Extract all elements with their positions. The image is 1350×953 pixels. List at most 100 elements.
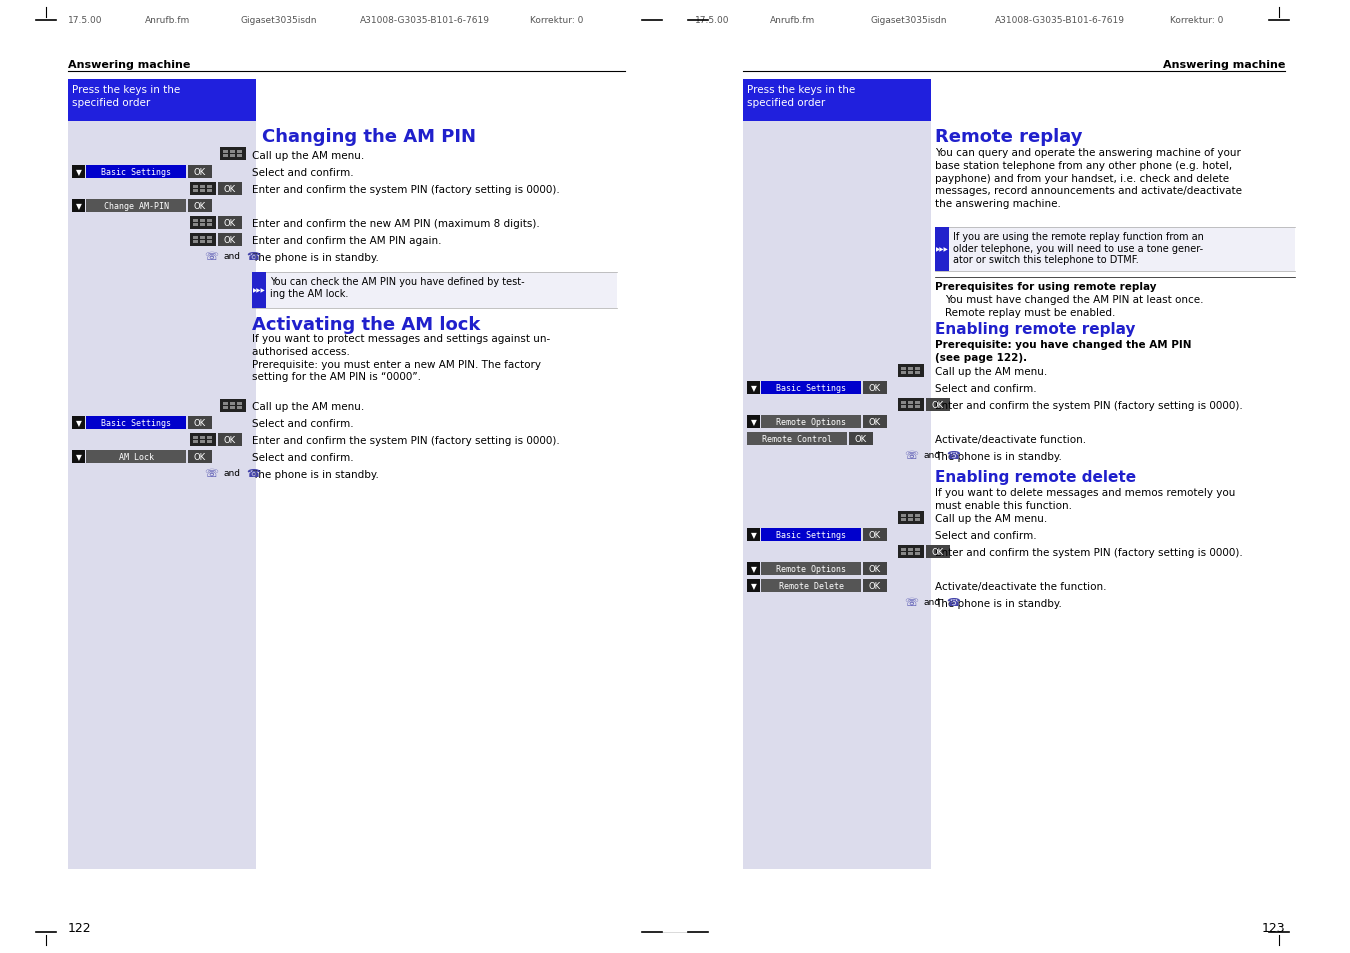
Text: ▼: ▼	[751, 384, 756, 393]
Text: and: and	[223, 253, 240, 261]
Bar	[238, 151, 242, 153]
Bar	[909, 372, 913, 375]
Text: If you are using the remote replay function from an
older telephone, you will ne: If you are using the remote replay funct…	[953, 232, 1204, 265]
Bar	[230, 154, 235, 158]
Text: and: and	[223, 469, 240, 478]
Bar	[747, 562, 760, 576]
Bar	[220, 399, 246, 413]
Bar	[190, 216, 216, 230]
Bar	[747, 529, 760, 541]
Bar	[230, 407, 235, 410]
Bar	[193, 241, 198, 244]
Text: Activating the AM lock: Activating the AM lock	[252, 315, 481, 334]
Bar	[207, 220, 212, 223]
Bar	[915, 553, 919, 556]
Bar	[200, 436, 205, 439]
Text: OK: OK	[869, 581, 882, 590]
Bar	[863, 562, 887, 576]
Bar	[190, 233, 216, 247]
Text: Remote Options: Remote Options	[776, 564, 846, 574]
Bar	[223, 154, 228, 158]
Bar	[207, 440, 212, 443]
Bar	[863, 579, 887, 593]
Text: The phone is in standby.: The phone is in standby.	[252, 470, 379, 479]
Bar	[909, 553, 913, 556]
Bar	[217, 216, 242, 230]
Text: OK: OK	[869, 384, 882, 393]
Text: Answering machine: Answering machine	[1162, 60, 1285, 70]
Text: The phone is in standby.: The phone is in standby.	[936, 452, 1062, 461]
Text: ☎: ☎	[246, 469, 261, 478]
Text: ☏: ☏	[204, 469, 217, 478]
Bar	[200, 186, 205, 189]
Text: Press the keys in the
specified order: Press the keys in the specified order	[72, 85, 181, 108]
Text: A31008-G3035-B101-6-7619: A31008-G3035-B101-6-7619	[995, 16, 1125, 25]
Bar	[193, 190, 198, 193]
Bar	[915, 548, 919, 552]
Bar	[200, 440, 205, 443]
Bar	[188, 451, 212, 463]
Bar	[761, 529, 861, 541]
Text: OK: OK	[931, 547, 944, 557]
Bar	[72, 166, 85, 179]
Bar	[230, 151, 235, 153]
Bar	[190, 183, 216, 195]
Bar	[72, 416, 85, 430]
Bar	[909, 518, 913, 521]
Text: You must have changed the AM PIN at least once.
Remote replay must be enabled.: You must have changed the AM PIN at leas…	[945, 294, 1203, 317]
Text: 17.5.00: 17.5.00	[68, 16, 103, 25]
Text: ▶▶▶: ▶▶▶	[936, 247, 948, 253]
Text: Basic Settings: Basic Settings	[776, 531, 846, 539]
Bar	[915, 368, 919, 371]
Text: ☎: ☎	[946, 598, 960, 607]
Text: Remote Control: Remote Control	[761, 435, 832, 443]
Text: Change AM-PIN: Change AM-PIN	[104, 202, 169, 211]
Bar	[761, 381, 861, 395]
Text: The phone is in standby.: The phone is in standby.	[936, 598, 1062, 608]
Bar	[926, 398, 950, 412]
Bar	[193, 440, 198, 443]
Text: and: and	[923, 451, 940, 460]
Text: AM Lock: AM Lock	[119, 453, 154, 461]
Bar	[915, 515, 919, 517]
Bar	[217, 434, 242, 447]
Bar	[761, 579, 861, 593]
Text: Prerequisites for using remote replay: Prerequisites for using remote replay	[936, 282, 1157, 292]
Bar	[188, 416, 212, 430]
Bar	[193, 186, 198, 189]
Bar	[936, 228, 949, 272]
Text: OK: OK	[869, 564, 882, 574]
Bar	[747, 416, 760, 429]
Bar	[863, 529, 887, 541]
Bar	[915, 406, 919, 409]
Bar	[936, 228, 1295, 272]
Text: Select and confirm.: Select and confirm.	[252, 418, 354, 429]
Text: ▼: ▼	[76, 202, 81, 211]
Bar	[223, 402, 228, 406]
Text: Basic Settings: Basic Settings	[101, 168, 171, 177]
Text: Enter and confirm the AM PIN again.: Enter and confirm the AM PIN again.	[252, 235, 441, 246]
Bar	[86, 166, 186, 179]
Text: ▼: ▼	[76, 168, 81, 177]
Bar	[193, 436, 198, 439]
Bar	[238, 407, 242, 410]
Text: 17.5.00: 17.5.00	[695, 16, 729, 25]
Bar	[72, 451, 85, 463]
Text: Enter and confirm the system PIN (factory setting is 0000).: Enter and confirm the system PIN (factor…	[936, 547, 1243, 558]
Text: If you want to protect messages and settings against un-
authorised access.
Prer: If you want to protect messages and sett…	[252, 334, 551, 382]
Bar	[900, 372, 906, 375]
Text: Changing the AM PIN: Changing the AM PIN	[262, 128, 477, 146]
Text: Press the keys in the
specified order: Press the keys in the specified order	[747, 85, 856, 108]
Bar	[900, 518, 906, 521]
Bar	[193, 220, 198, 223]
Text: Activate/deactivate the function.: Activate/deactivate the function.	[936, 581, 1107, 592]
Text: Anrufb.fm: Anrufb.fm	[769, 16, 815, 25]
Text: Gigaset3035isdn: Gigaset3035isdn	[869, 16, 946, 25]
Text: Enter and confirm the system PIN (factory setting is 0000).: Enter and confirm the system PIN (factor…	[252, 185, 560, 194]
Text: Select and confirm.: Select and confirm.	[936, 531, 1037, 540]
Text: Remote Delete: Remote Delete	[779, 581, 844, 590]
Bar	[72, 200, 85, 213]
Bar	[747, 433, 846, 446]
Text: ☎: ☎	[946, 451, 960, 460]
Bar	[217, 183, 242, 195]
